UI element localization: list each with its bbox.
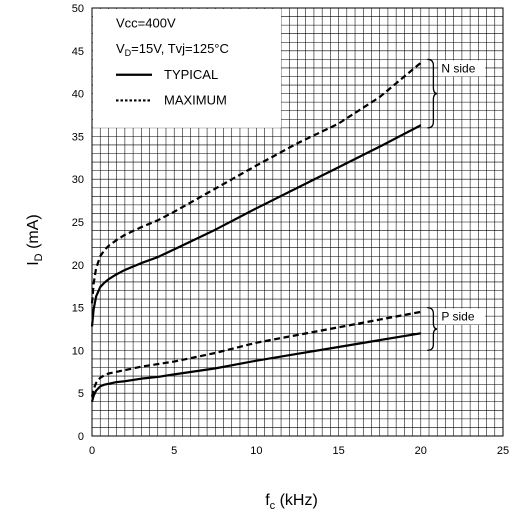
legend-background <box>93 9 282 128</box>
y-axis-title-main: I <box>25 261 42 265</box>
condition-vd-prefix: V <box>116 41 125 56</box>
x-tick-label: 10 <box>250 445 262 457</box>
group-label-bg-n-side <box>438 60 486 77</box>
x-tick-label: 5 <box>171 445 177 457</box>
group-annotations: N side P side <box>427 58 486 352</box>
y-axis-title-unit: (mA) <box>25 214 42 253</box>
y-tick-label: 35 <box>72 131 84 143</box>
y-axis-title-subscript: D <box>33 253 45 261</box>
y-tick-label: 20 <box>72 260 84 272</box>
x-tick-label: 20 <box>415 445 427 457</box>
group-label-n-side: N side <box>441 61 475 75</box>
x-axis-title-subscript: c <box>270 500 276 512</box>
brace-n-side <box>427 58 438 129</box>
legend-typical-label: TYPICAL <box>164 67 218 82</box>
y-axis-title: ID (mA) <box>25 214 45 266</box>
series-n-side-maximum <box>90 61 422 304</box>
x-axis-title: fc (kHz) <box>265 492 318 512</box>
series-n-side-typical <box>90 124 422 327</box>
group-label-bg-p-side <box>438 308 486 325</box>
y-tick-label: 15 <box>72 303 84 315</box>
condition-vcc: Vcc=400V <box>116 15 176 30</box>
condition-vd-subscript: D <box>125 48 132 58</box>
x-axis-title-main: f <box>265 492 270 509</box>
y-tick-label: 0 <box>78 431 84 443</box>
legend-maximum-label: MAXIMUM <box>164 92 227 107</box>
y-tick-label: 25 <box>72 217 84 229</box>
x-axis-title-unit: (kHz) <box>275 492 318 509</box>
series-group <box>90 61 422 403</box>
axis-ticks: 0 5 10 15 20 25 0 5 10 15 20 25 30 35 40 45 50 <box>72 3 509 457</box>
legend: Vcc=400V VD=15V, Tvj=125°C TYPICAL MAXIM… <box>93 9 282 128</box>
condition-vd-rest: =15V, Tvj=125°C <box>131 41 229 56</box>
series-p-side-typical <box>90 332 421 403</box>
condition-vd-tvj: VD=15V, Tvj=125°C <box>116 41 229 58</box>
y-tick-label: 45 <box>72 46 84 58</box>
x-tick-label: 0 <box>89 445 95 457</box>
group-label-p-side: P side <box>441 310 474 324</box>
y-tick-label: 40 <box>72 89 84 101</box>
y-tick-label: 50 <box>72 3 84 15</box>
x-tick-label: 25 <box>497 445 509 457</box>
y-tick-label: 5 <box>78 388 84 400</box>
x-tick-label: 15 <box>332 445 344 457</box>
brace-p-side <box>427 306 438 352</box>
plot-frame <box>91 7 504 437</box>
y-tick-label: 10 <box>72 345 84 357</box>
y-tick-label: 30 <box>72 174 84 186</box>
